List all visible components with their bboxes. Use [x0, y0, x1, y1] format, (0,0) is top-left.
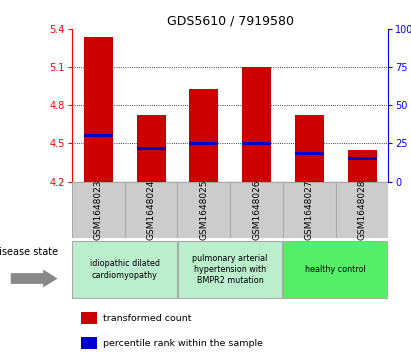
Bar — [81, 337, 97, 349]
Bar — [81, 312, 97, 325]
Bar — [230, 182, 283, 238]
Text: GSM1648025: GSM1648025 — [199, 179, 208, 240]
Text: healthy control: healthy control — [305, 265, 366, 274]
Bar — [284, 241, 388, 298]
Bar — [242, 142, 271, 145]
Bar — [189, 89, 218, 182]
Bar — [136, 147, 166, 150]
Bar — [72, 182, 125, 238]
Text: GSM1648028: GSM1648028 — [358, 179, 367, 240]
Bar — [336, 182, 388, 238]
Text: disease state: disease state — [0, 246, 58, 257]
Bar — [242, 67, 271, 182]
Bar — [72, 241, 177, 298]
Text: GSM1648027: GSM1648027 — [305, 179, 314, 240]
Bar — [136, 115, 166, 182]
Text: idiopathic dilated
cardiomyopathy: idiopathic dilated cardiomyopathy — [90, 260, 159, 280]
Text: GSM1648023: GSM1648023 — [94, 179, 103, 240]
Bar — [295, 152, 324, 155]
FancyArrow shape — [11, 269, 58, 287]
Text: pulmonary arterial
hypertension with
BMPR2 mutation: pulmonary arterial hypertension with BMP… — [192, 254, 268, 285]
Text: GSM1648024: GSM1648024 — [147, 179, 155, 240]
Bar — [178, 182, 230, 238]
Bar — [348, 157, 376, 160]
Text: transformed count: transformed count — [103, 314, 192, 323]
Bar — [178, 241, 282, 298]
Bar — [189, 142, 218, 145]
Bar — [348, 150, 376, 182]
Title: GDS5610 / 7919580: GDS5610 / 7919580 — [166, 15, 294, 28]
Text: percentile rank within the sample: percentile rank within the sample — [103, 339, 263, 347]
Bar — [84, 37, 113, 182]
Bar — [283, 182, 336, 238]
Bar — [84, 134, 113, 137]
Bar — [295, 115, 324, 182]
Bar — [125, 182, 178, 238]
Text: GSM1648026: GSM1648026 — [252, 179, 261, 240]
